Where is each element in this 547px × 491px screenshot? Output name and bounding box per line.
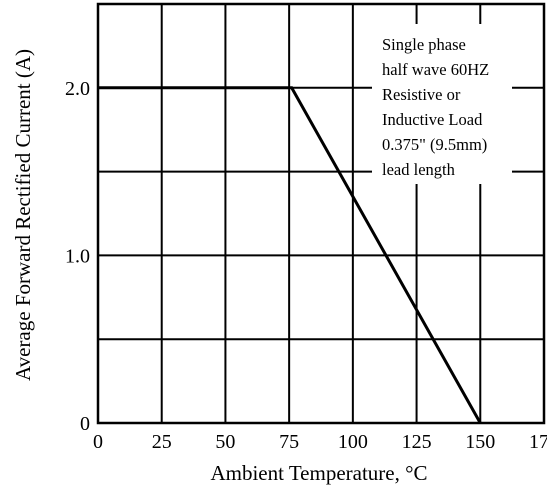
x-tick-label: 0	[93, 431, 103, 453]
curve-layer	[98, 86, 482, 424]
x-tick-label: 75	[279, 431, 299, 453]
x-axis-tick-labels: 0 25 50 75 100 125 150 175	[93, 431, 547, 453]
annotation-line: lead length	[382, 160, 456, 179]
y-tick-label: 2.0	[65, 78, 90, 100]
annotation-box: Single phase half wave 60HZ Resistive or In…	[372, 24, 512, 184]
x-tick-label: 125	[402, 431, 432, 453]
annotation-line: Inductive Load	[382, 110, 483, 129]
y-axis-tick-labels: 0 1.0 2.0	[65, 78, 90, 435]
y-axis-title: Average Forward Rectified Current (A)	[11, 49, 35, 381]
x-axis-title: Ambient Temperature, °C	[210, 461, 427, 485]
annotation-line: half wave 60HZ	[382, 60, 489, 79]
x-tick-label: 100	[338, 431, 368, 453]
y-tick-label: 1.0	[65, 245, 90, 267]
annotation-line: 0.375" (9.5mm)	[382, 135, 487, 154]
annotation-line: Single phase	[382, 35, 466, 54]
y-tick-label: 0	[80, 413, 90, 435]
series-line	[98, 86, 482, 424]
x-tick-label: 25	[152, 431, 172, 453]
annotation-background	[372, 24, 512, 184]
x-tick-label: 175	[529, 431, 547, 453]
x-tick-label: 50	[215, 431, 235, 453]
x-tick-label: 150	[465, 431, 495, 453]
annotation-line: Resistive or	[382, 85, 461, 104]
plot-frame	[96, 2, 546, 425]
